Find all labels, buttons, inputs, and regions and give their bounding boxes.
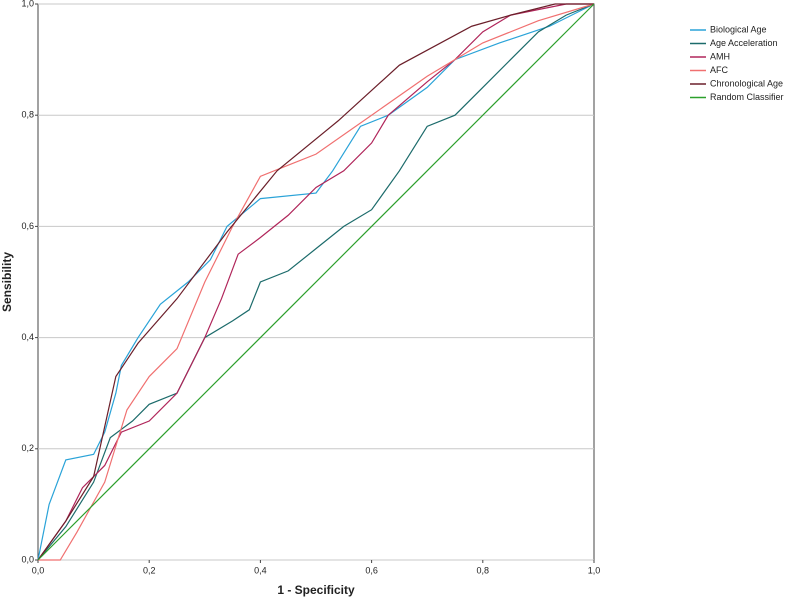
y-tick-label: 1,0 <box>21 0 34 8</box>
y-axis-label: Sensibility <box>0 252 14 312</box>
x-tick-label: 0,0 <box>32 565 45 575</box>
y-tick-label: 0,0 <box>21 554 34 564</box>
roc-line <box>37 3 595 561</box>
x-tick-label: 1,0 <box>588 565 601 575</box>
legend-label: AMH <box>710 51 730 61</box>
x-tick-label: 0,6 <box>365 565 378 575</box>
x-tick-label: 0,2 <box>143 565 156 575</box>
x-tick-label: 0,8 <box>477 565 490 575</box>
y-tick-label: 0,6 <box>21 221 34 231</box>
legend-label: AFC <box>710 65 729 75</box>
roc-line <box>37 3 595 561</box>
y-tick-label: 0,8 <box>21 110 34 120</box>
y-tick-label: 0,2 <box>21 443 34 453</box>
y-tick-label: 0,4 <box>21 332 34 342</box>
roc-line <box>38 3 595 561</box>
legend-label: Chronological Age <box>710 78 783 88</box>
legend-label: Biological Age <box>710 24 767 34</box>
x-axis-label: 1 - Specificity <box>277 583 355 597</box>
roc-line <box>37 3 594 561</box>
x-tick-label: 0,4 <box>254 565 267 575</box>
legend-label: Age Acceleration <box>710 38 778 48</box>
roc-line <box>37 3 594 561</box>
legend-label: Random Classifier <box>710 92 784 102</box>
